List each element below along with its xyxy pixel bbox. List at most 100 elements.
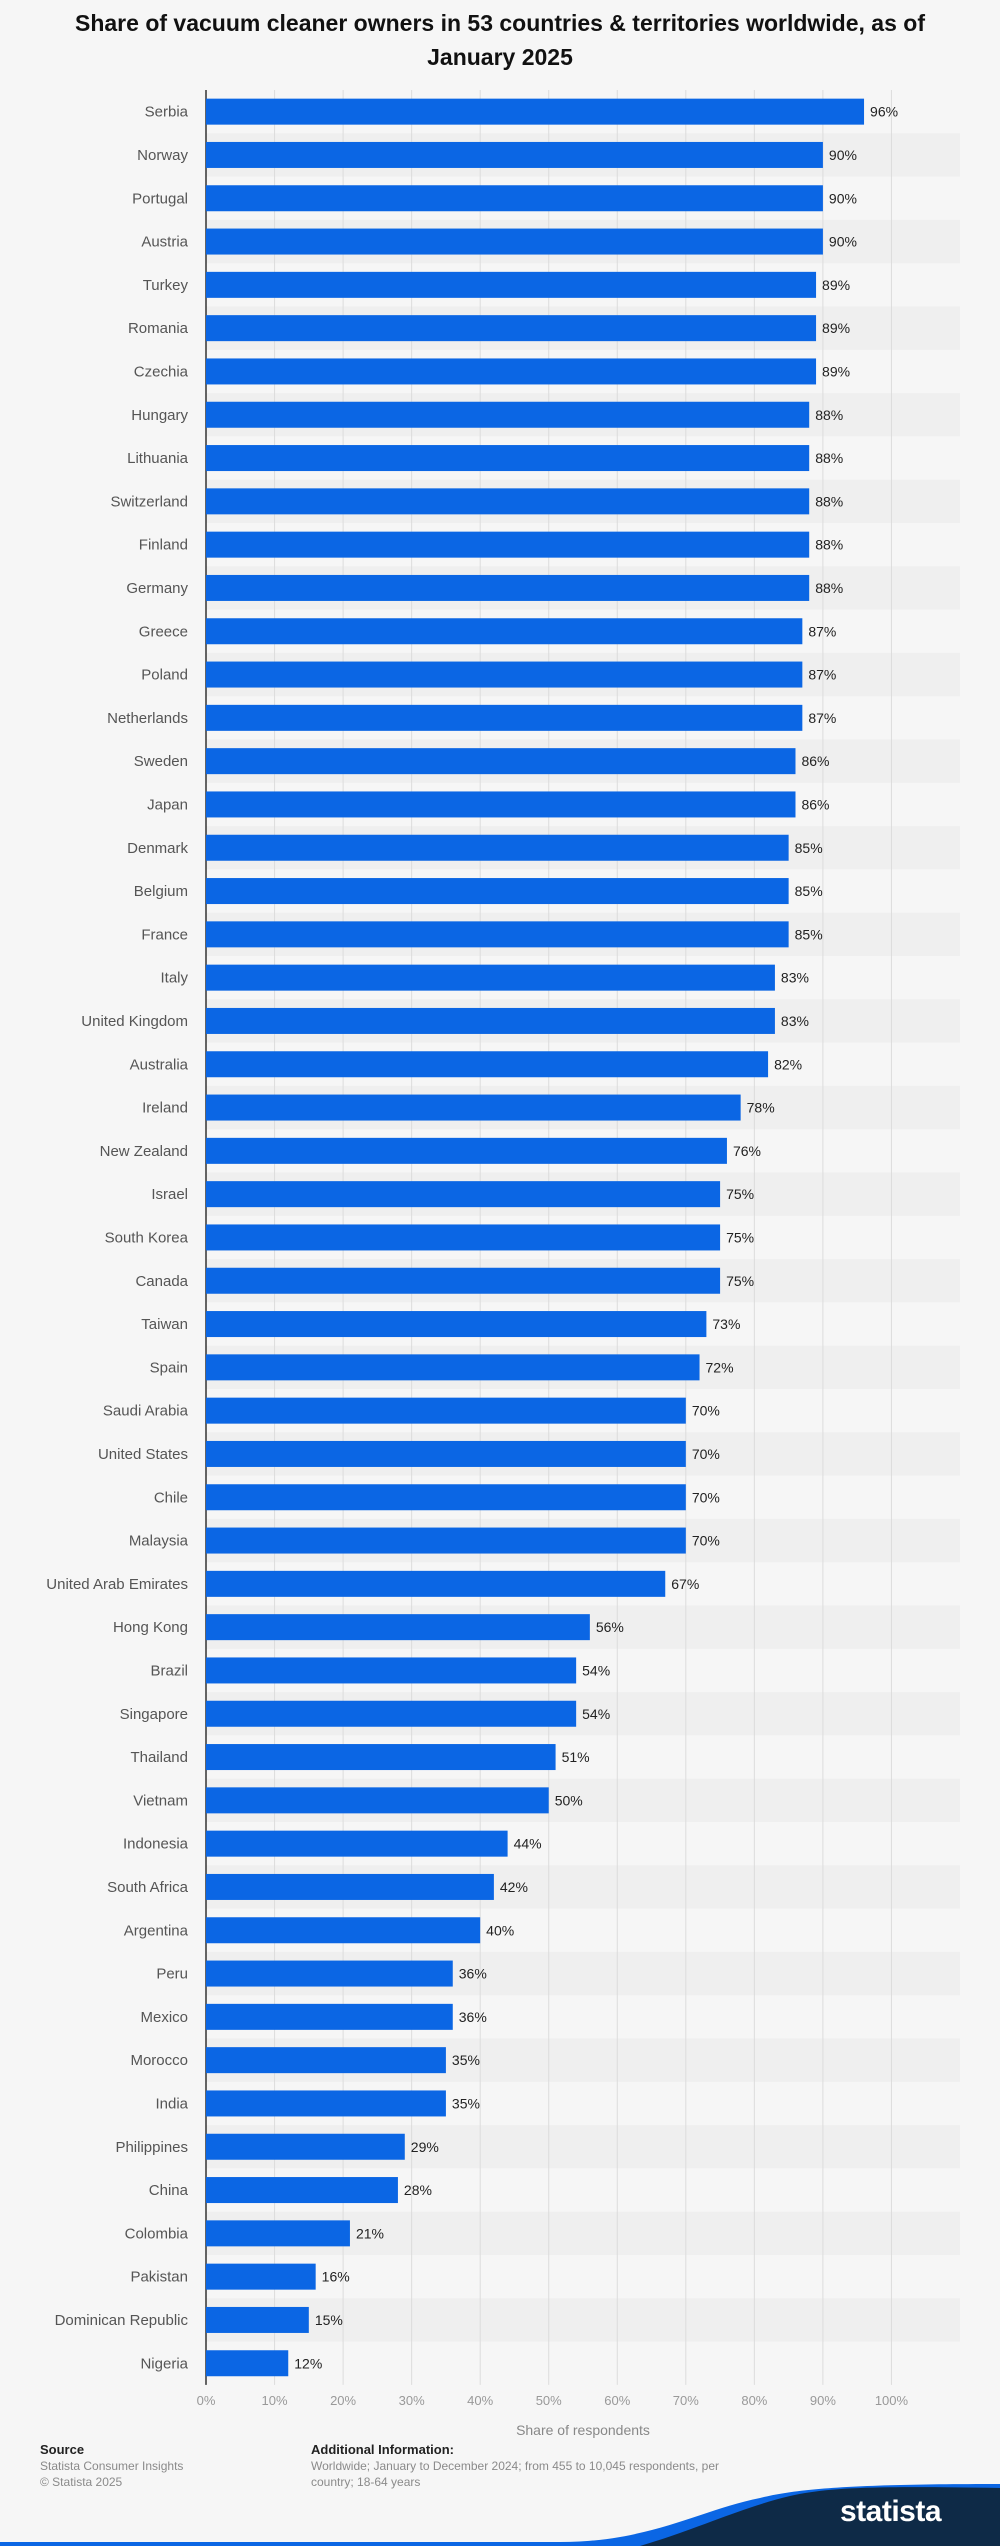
data-label: 83% — [781, 1013, 809, 1029]
bar — [206, 1527, 686, 1554]
data-label: 70% — [692, 1489, 720, 1505]
x-tick-label: 80% — [741, 2393, 767, 2408]
data-label: 28% — [404, 2182, 432, 2198]
x-tick-label: 60% — [604, 2393, 630, 2408]
bar — [206, 921, 789, 948]
data-label: 87% — [808, 710, 836, 726]
bar — [206, 791, 796, 818]
data-label: 85% — [795, 926, 823, 942]
category-label: Chile — [154, 1489, 188, 1506]
data-label: 75% — [726, 1229, 754, 1245]
data-label: 15% — [315, 2312, 343, 2328]
category-label: Philippines — [115, 2139, 188, 2156]
category-label: Peru — [156, 1966, 188, 1983]
data-label: 88% — [815, 537, 843, 553]
category-label: Pakistan — [130, 2269, 188, 2286]
bar — [206, 1700, 577, 1727]
bar — [206, 618, 803, 645]
category-label: United States — [98, 1446, 188, 1463]
category-label: United Arab Emirates — [46, 1576, 188, 1593]
data-label: 36% — [459, 1966, 487, 1982]
bar — [206, 748, 796, 775]
data-label: 89% — [822, 277, 850, 293]
bar — [206, 1137, 727, 1164]
data-label: 87% — [808, 623, 836, 639]
bar — [206, 1440, 686, 1467]
bar — [206, 1224, 721, 1251]
brand-band — [0, 2484, 1000, 2546]
category-label: Taiwan — [141, 1316, 188, 1333]
bar — [206, 1744, 556, 1771]
statista-logo[interactable]: statista — [840, 2495, 942, 2528]
category-label: Austria — [141, 234, 188, 251]
bar — [206, 2220, 350, 2247]
category-label: United Kingdom — [81, 1013, 188, 1030]
bar — [206, 2047, 446, 2074]
data-label: 87% — [808, 667, 836, 683]
category-label: France — [141, 926, 188, 943]
source-line-1[interactable]: Statista Consumer Insights — [40, 2459, 184, 2473]
category-label: Singapore — [120, 1706, 188, 1723]
data-label: 88% — [815, 493, 843, 509]
data-label: 44% — [514, 1836, 542, 1852]
additional-info-block: Additional Information: Worldwide; Janua… — [311, 2442, 731, 2490]
category-label: Brazil — [150, 1662, 188, 1679]
category-label: Czechia — [134, 363, 189, 380]
data-label: 78% — [747, 1100, 775, 1116]
data-label: 83% — [781, 970, 809, 986]
category-label: India — [155, 2095, 188, 2112]
bar — [206, 531, 810, 558]
category-label: Denmark — [127, 840, 188, 857]
data-label: 54% — [582, 1662, 610, 1678]
bar — [206, 1614, 590, 1641]
bar — [206, 1397, 686, 1424]
bar — [206, 185, 823, 212]
data-label: 50% — [555, 1792, 583, 1808]
category-label: South Korea — [105, 1229, 189, 1246]
category-label: Ireland — [142, 1100, 188, 1117]
bar — [206, 315, 817, 342]
data-label: 70% — [692, 1533, 720, 1549]
bar — [206, 2306, 309, 2333]
bar — [206, 1181, 721, 1208]
bar — [206, 271, 817, 298]
bar — [206, 964, 775, 991]
bar — [206, 1873, 494, 1900]
data-label: 67% — [671, 1576, 699, 1592]
category-label: Belgium — [134, 883, 188, 900]
category-label: New Zealand — [100, 1143, 188, 1160]
data-label: 12% — [294, 2355, 322, 2371]
data-label: 96% — [870, 104, 898, 120]
category-label: Colombia — [125, 2225, 189, 2242]
data-label: 36% — [459, 2009, 487, 2025]
data-label: 75% — [726, 1186, 754, 1202]
x-axis-label: Share of respondents — [516, 2422, 650, 2438]
category-label: Vietnam — [133, 1792, 188, 1809]
bar — [206, 141, 823, 168]
bar — [206, 1657, 577, 1684]
row-band — [206, 2298, 960, 2342]
data-label: 70% — [692, 1403, 720, 1419]
category-label: Serbia — [145, 104, 189, 121]
bar — [206, 358, 817, 385]
data-label: 85% — [795, 883, 823, 899]
bar — [206, 2177, 398, 2204]
bar-chart: Serbia 96% Norway 90% Portugal 90% Austria 90% T… — [46, 90, 960, 2438]
data-label: 90% — [829, 147, 857, 163]
data-label: 90% — [829, 234, 857, 250]
bar — [206, 2003, 453, 2030]
x-tick-label: 70% — [673, 2393, 699, 2408]
category-label: Saudi Arabia — [103, 1403, 189, 1420]
data-label: 51% — [562, 1749, 590, 1765]
bar — [206, 1051, 769, 1078]
data-label: 35% — [452, 2052, 480, 2068]
data-label: 86% — [801, 753, 829, 769]
bar — [206, 2263, 316, 2290]
bar — [206, 878, 789, 905]
bar — [206, 401, 810, 428]
category-label: Poland — [141, 667, 188, 684]
data-label: 88% — [815, 450, 843, 466]
source-heading: Source — [40, 2442, 85, 2457]
data-label: 70% — [692, 1446, 720, 1462]
category-label: China — [149, 2182, 189, 2199]
